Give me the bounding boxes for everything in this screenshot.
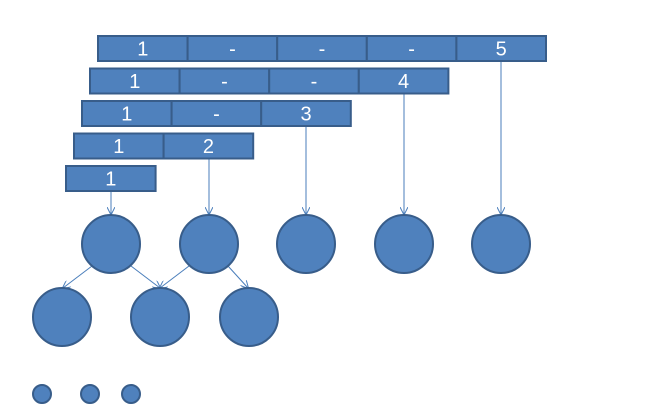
cell — [260, 100, 352, 127]
cell-label: 5 — [496, 39, 507, 61]
cell — [89, 67, 181, 95]
node — [130, 287, 190, 347]
cell-label: 1 — [113, 136, 124, 158]
arrow — [130, 265, 160, 288]
cell — [178, 67, 271, 95]
cell-label: 4 — [398, 71, 409, 93]
node — [276, 214, 336, 274]
cell-label: 1 — [129, 71, 140, 93]
cell-label: - — [213, 104, 220, 126]
cell-row: 1 - 3 — [81, 100, 352, 127]
nodes — [32, 214, 531, 404]
cell-label: 1 — [121, 104, 132, 126]
cell — [73, 132, 165, 160]
cell-label: - — [319, 39, 326, 61]
cell — [81, 100, 173, 127]
cell-label: 2 — [203, 136, 214, 158]
ellipsis-dot — [80, 384, 100, 404]
arrow — [160, 265, 190, 288]
cell — [365, 35, 458, 62]
rows: 1- - -51- -41-31 21 — [65, 35, 547, 192]
node — [81, 214, 141, 274]
cell — [170, 100, 263, 127]
node — [471, 214, 531, 274]
node — [179, 214, 239, 274]
cell-row: 1 — [65, 165, 157, 192]
arrow — [227, 265, 248, 288]
ellipsis-dot — [121, 384, 141, 404]
arrows — [63, 61, 501, 288]
arrow — [63, 265, 93, 288]
node — [32, 287, 92, 347]
node — [219, 287, 279, 347]
cell-label: - — [408, 39, 415, 61]
ellipsis-dot — [32, 384, 52, 404]
cell-label: 3 — [300, 104, 311, 126]
cell — [455, 35, 547, 62]
cell-label: 1 — [137, 39, 148, 61]
cell — [186, 35, 279, 62]
cell-label: - — [229, 39, 236, 61]
cell — [162, 132, 255, 160]
cell — [357, 67, 450, 95]
cell-label: - — [311, 71, 318, 93]
node — [374, 214, 434, 274]
cell-label: 1 — [105, 169, 116, 191]
cell — [65, 165, 157, 192]
cell-row: 1 - - 4 — [89, 67, 450, 95]
cell-label: - — [221, 71, 228, 93]
cell-row: 1 - - - 5 — [97, 35, 547, 62]
